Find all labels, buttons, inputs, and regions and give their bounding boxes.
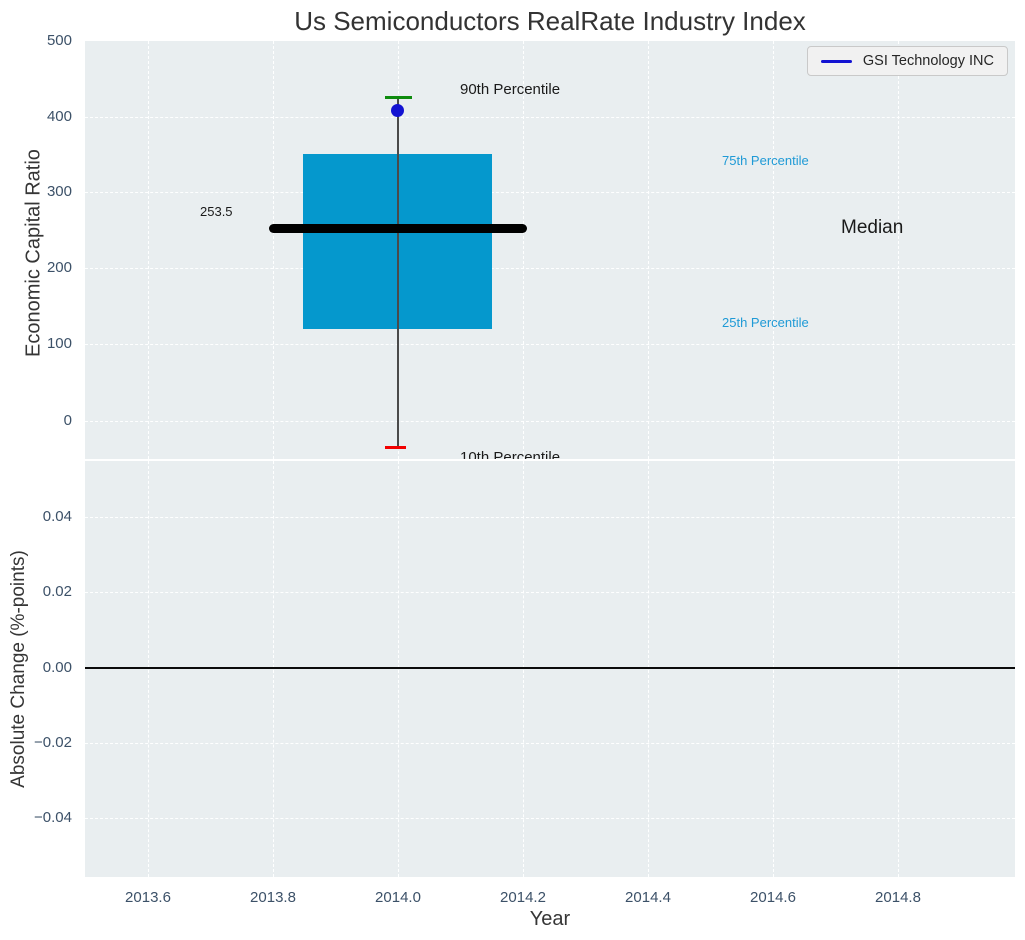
gridline xyxy=(85,592,1015,593)
gridline xyxy=(85,421,1015,422)
y-tick-label: 300 xyxy=(46,183,72,200)
gridline xyxy=(648,461,649,877)
gridline xyxy=(85,517,1015,518)
p10-label: 10th Percentile xyxy=(460,449,561,459)
whisker-line xyxy=(397,98,399,448)
median-value-label: 253.5 xyxy=(200,204,233,219)
gridline xyxy=(148,461,149,877)
gridline xyxy=(273,41,274,459)
p90-cap xyxy=(385,96,412,99)
x-axis-label: Year xyxy=(529,908,571,930)
x-tick-label: 2014.4 xyxy=(625,889,671,906)
y-tick-label: 0 xyxy=(63,412,72,429)
y-tick-label: −0.04 xyxy=(34,809,72,826)
legend-label: GSI Technology INC xyxy=(862,53,994,69)
gridline xyxy=(898,461,899,877)
x-tick-label: 2014.0 xyxy=(375,889,421,906)
gridline xyxy=(773,41,774,459)
y-tick-label: 100 xyxy=(46,335,72,352)
zero-baseline xyxy=(85,667,1015,669)
legend-line-sample xyxy=(820,59,852,63)
gridline xyxy=(523,41,524,459)
x-tick-label: 2013.6 xyxy=(125,889,171,906)
median-label: Median xyxy=(841,217,904,238)
gridline xyxy=(648,41,649,459)
gridline xyxy=(148,41,149,459)
gridline xyxy=(85,192,1015,193)
p90-label: 90th Percentile xyxy=(460,81,561,98)
y-tick-label: 0.00 xyxy=(42,659,72,676)
gridline xyxy=(85,117,1015,118)
x-tick-label: 2014.8 xyxy=(875,889,921,906)
gridline xyxy=(398,461,399,877)
p25-label: 25th Percentile xyxy=(722,315,809,330)
y-tick-label: 200 xyxy=(46,259,72,276)
p10-cap xyxy=(385,446,406,449)
x-tick-label: 2013.8 xyxy=(250,889,296,906)
y-tick-label: 400 xyxy=(46,108,72,125)
chart-title: Us Semiconductors RealRate Industry Inde… xyxy=(294,6,806,36)
gridline xyxy=(85,268,1015,269)
gridline xyxy=(523,461,524,877)
p75-label: 75th Percentile xyxy=(722,153,809,168)
gridline xyxy=(273,461,274,877)
company-marker xyxy=(391,104,404,117)
x-tick-label: 2014.6 xyxy=(750,889,796,906)
gridline xyxy=(898,41,899,459)
bottom-plot-area xyxy=(85,461,1015,877)
y-tick-label: 0.02 xyxy=(42,583,72,600)
gridline xyxy=(85,344,1015,345)
gridline xyxy=(85,743,1015,744)
gridline xyxy=(85,818,1015,819)
y-tick-label: 0.04 xyxy=(42,508,72,525)
top-plot-area: 253.5 90th Percentile 75th Percentile Me… xyxy=(85,41,1015,459)
top-y-axis-label: Economic Capital Ratio xyxy=(22,149,45,357)
gridline xyxy=(773,461,774,877)
legend: GSI Technology INC xyxy=(806,46,1008,76)
x-tick-label: 2014.2 xyxy=(500,889,546,906)
median-line xyxy=(269,224,527,233)
y-tick-label: −0.02 xyxy=(34,734,72,751)
y-tick-label: 500 xyxy=(46,32,72,49)
